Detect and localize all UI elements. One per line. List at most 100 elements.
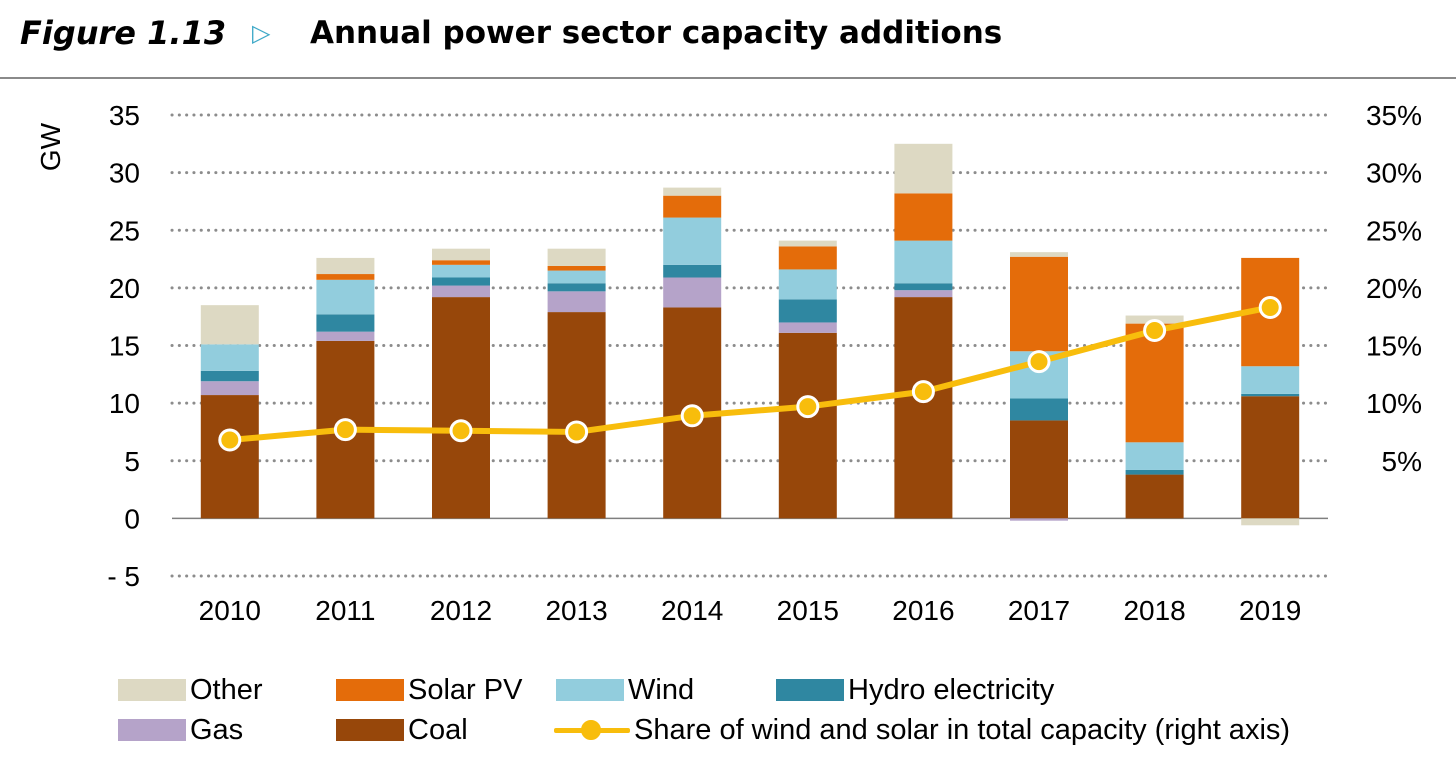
- y-tick-label: 5: [124, 446, 140, 477]
- legend-swatch-coal: [336, 719, 404, 741]
- header-divider: [0, 77, 1456, 79]
- legend-swatch-solar: [336, 679, 404, 701]
- bar-segment-gas: [316, 331, 375, 341]
- chart-axes: - 5 0 5 10 15 20 25 30 35 5% 10% 15% 20% 25% 30% 35% 201…: [107, 100, 1422, 626]
- bar-segment-gas: [663, 277, 722, 308]
- bar-segment-coal: [778, 332, 837, 519]
- bar-segment-gas: [778, 322, 837, 333]
- bar-segment-other: [1241, 518, 1300, 526]
- bar-segment-other: [316, 257, 375, 275]
- y-tick-label: - 5: [107, 561, 140, 592]
- bar-segment-solar-pv: [894, 193, 953, 241]
- bar-segment-solar-pv: [547, 265, 606, 271]
- bar-segment-other: [894, 143, 953, 194]
- y-tick-label: 35: [109, 100, 140, 131]
- figure-title: Annual power sector capacity additions: [310, 15, 1003, 51]
- legend-item-wind: Wind: [556, 670, 694, 710]
- legend-label-solar: Solar PV: [408, 673, 523, 706]
- bar-segment-coal: [1010, 420, 1068, 519]
- legend-item-solar: Solar PV: [336, 670, 522, 710]
- share-line-point: [218, 428, 242, 452]
- y2-tick-label: 20%: [1366, 273, 1422, 304]
- bar-segment-other: [547, 248, 606, 266]
- bar-segment-hydro-electricity: [1010, 398, 1068, 421]
- bar-segment-gas: [432, 285, 490, 298]
- x-tick-label: 2010: [199, 595, 261, 626]
- share-line-point: [796, 395, 820, 419]
- bar-segment-wind: [1125, 442, 1184, 470]
- bar-segment-wind: [894, 240, 953, 284]
- legend-label-hydro: Hydro electricity: [848, 673, 1055, 706]
- bar-segment-gas: [547, 291, 606, 313]
- x-tick-label: 2011: [315, 595, 375, 626]
- x-tick-label: 2014: [661, 595, 723, 626]
- legend-swatch-wind: [556, 679, 624, 701]
- bar-segment-coal: [894, 297, 953, 519]
- legend-label-gas: Gas: [190, 713, 244, 746]
- bar-segment-hydro-electricity: [547, 283, 606, 292]
- chart-legend: Other Solar PV Wind Hydro electricity Ga…: [118, 668, 1438, 768]
- bar-segment-wind: [1241, 366, 1300, 394]
- legend-label-coal: Coal: [408, 713, 468, 746]
- bar-segment-hydro-electricity: [663, 264, 722, 278]
- x-tick-label: 2017: [1008, 595, 1070, 626]
- bar-segment-coal: [200, 395, 259, 519]
- y2-tick-label: 10%: [1366, 388, 1422, 419]
- bar-segment-other: [200, 305, 259, 345]
- x-tick-label: 2019: [1239, 595, 1301, 626]
- bar-segment-coal: [432, 297, 490, 519]
- bar-segment-wind: [200, 344, 259, 371]
- legend-line-marker: [554, 719, 630, 741]
- bar-segment-wind: [432, 264, 490, 278]
- legend-item-coal: Coal: [336, 710, 468, 750]
- x-tick-label: 2016: [892, 595, 954, 626]
- bar-segment-solar-pv: [316, 274, 375, 280]
- x-tick-label: 2012: [430, 595, 492, 626]
- bar-segment-solar-pv: [778, 246, 837, 270]
- share-line-point: [333, 418, 357, 442]
- bar-segment-hydro-electricity: [316, 314, 375, 332]
- share-line-point: [1258, 295, 1282, 319]
- bar-segment-coal: [547, 312, 606, 519]
- share-line-point: [680, 404, 704, 428]
- share-line-point: [565, 420, 589, 444]
- bar-segment-hydro-electricity: [1241, 393, 1300, 397]
- bar-segment-gas: [1010, 518, 1068, 521]
- bar-segment-coal: [1241, 396, 1300, 519]
- share-line-point: [1143, 319, 1167, 343]
- y-tick-label: 15: [109, 331, 140, 362]
- legend-swatch-gas: [118, 719, 186, 741]
- bar-segment-other: [432, 248, 490, 261]
- legend-item-other: Other: [118, 670, 263, 710]
- bar-segment-solar-pv: [1010, 256, 1068, 352]
- y-tick-label: 25: [109, 215, 140, 246]
- y-tick-label: 20: [109, 273, 140, 304]
- bar-segment-hydro-electricity: [778, 299, 837, 323]
- legend-swatch-hydro: [776, 679, 844, 701]
- bar-segment-hydro-electricity: [432, 277, 490, 286]
- y-axis-label: GW: [35, 122, 66, 171]
- legend-label-share-line: Share of wind and solar in total capacit…: [634, 713, 1291, 746]
- x-tick-label: 2015: [777, 595, 839, 626]
- y2-tick-label: 30%: [1366, 158, 1422, 189]
- capacity-chart: - 5 0 5 10 15 20 25 30 35 5% 10% 15% 20% 25% 30% 35% 201…: [35, 100, 1422, 626]
- legend-label-other: Other: [190, 673, 263, 706]
- bar-segment-solar-pv: [432, 260, 490, 265]
- bar-segment-hydro-electricity: [200, 370, 259, 382]
- bar-segment-wind: [663, 217, 722, 265]
- legend-label-wind: Wind: [628, 673, 695, 706]
- y-tick-label: 30: [109, 158, 140, 189]
- bar-segment-other: [1010, 252, 1068, 257]
- share-line-point: [1027, 350, 1051, 374]
- figure-arrow-icon: ▷: [252, 19, 271, 47]
- chart-bars: [200, 143, 1300, 526]
- figure-number: Figure 1.13: [20, 14, 227, 52]
- y-tick-label: 0: [124, 503, 140, 534]
- bar-segment-solar-pv: [1125, 323, 1184, 443]
- bar-segment-gas: [894, 290, 953, 298]
- bar-segment-gas: [200, 381, 259, 396]
- bar-segment-hydro-electricity: [1125, 469, 1184, 475]
- bar-segment-wind: [778, 269, 837, 300]
- bar-segment-hydro-electricity: [894, 283, 953, 291]
- x-tick-label: 2013: [545, 595, 607, 626]
